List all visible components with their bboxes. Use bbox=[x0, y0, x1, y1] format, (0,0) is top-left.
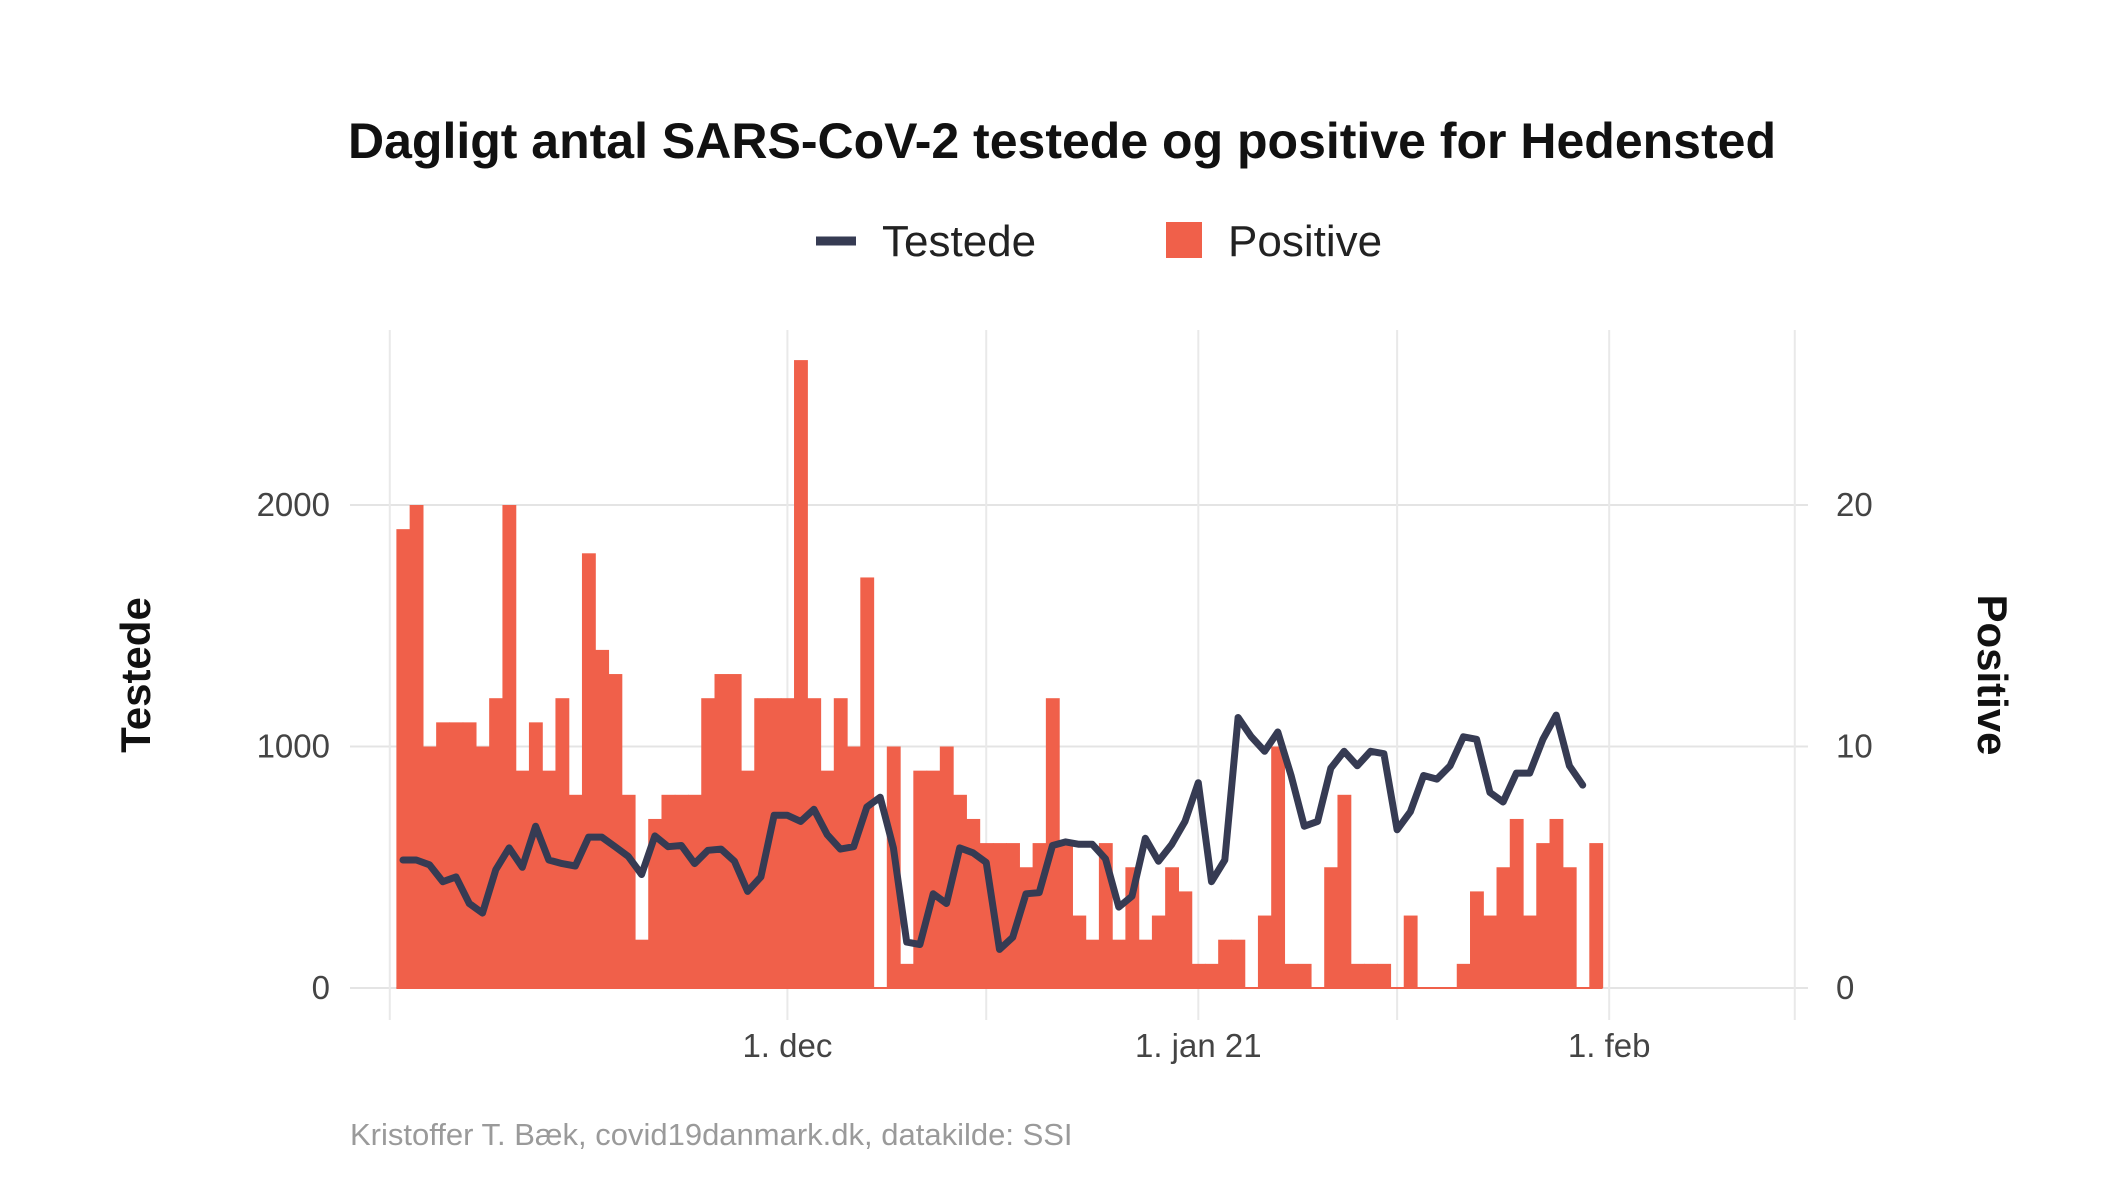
positive-bar bbox=[1151, 915, 1166, 988]
positive-bar bbox=[741, 770, 755, 988]
positive-bar bbox=[1483, 915, 1498, 988]
positive-bar bbox=[489, 698, 504, 988]
positive-bar bbox=[1218, 939, 1233, 988]
positive-bar bbox=[674, 794, 689, 988]
y-left-tick-label: 0 bbox=[312, 969, 330, 1006]
y-right-tick-label: 20 bbox=[1836, 486, 1873, 523]
positive-bar bbox=[714, 674, 729, 988]
positive-bar bbox=[807, 698, 822, 988]
x-tick-label: 1. feb bbox=[1568, 1027, 1651, 1064]
testede-line-layer bbox=[399, 711, 1587, 953]
positive-bar bbox=[595, 649, 610, 988]
positive-bar bbox=[1337, 794, 1352, 988]
y-left-tick-label: 1000 bbox=[257, 728, 330, 765]
positive-bar bbox=[1536, 843, 1551, 988]
legend-testede-label: Testede bbox=[882, 217, 1036, 266]
legend-positive-label: Positive bbox=[1228, 217, 1382, 266]
positive-bar bbox=[1138, 939, 1153, 988]
positive-bar bbox=[1231, 939, 1246, 988]
caption: Kristoffer T. Bæk, covid19danmark.dk, da… bbox=[350, 1117, 1073, 1152]
positive-bar bbox=[1470, 891, 1484, 988]
positive-bar bbox=[1589, 843, 1604, 988]
positive-bar bbox=[860, 577, 875, 988]
positive-bar bbox=[502, 505, 517, 988]
x-tick-label: 1. jan 21 bbox=[1135, 1027, 1262, 1064]
positive-bar bbox=[1271, 746, 1286, 988]
positive-bar bbox=[515, 770, 530, 988]
positive-bar bbox=[475, 746, 490, 988]
positive-bar bbox=[727, 674, 742, 988]
positive-bar bbox=[794, 360, 808, 989]
positive-bar bbox=[1059, 843, 1073, 988]
positive-bar bbox=[953, 794, 967, 988]
y-right-tick-label: 0 bbox=[1836, 969, 1854, 1006]
positive-bar bbox=[1562, 867, 1577, 988]
positive-bar bbox=[1204, 963, 1219, 988]
positive-bar bbox=[542, 770, 557, 988]
positive-bar bbox=[767, 698, 782, 988]
positive-bar bbox=[1019, 867, 1034, 988]
positive-bar bbox=[409, 505, 424, 988]
positive-bar bbox=[1523, 915, 1537, 988]
legend: Testede Positive bbox=[816, 217, 1382, 266]
positive-bar bbox=[555, 698, 570, 988]
positive-bar bbox=[634, 939, 649, 988]
positive-bar bbox=[1377, 963, 1392, 988]
positive-bar bbox=[754, 698, 769, 988]
positive-bar bbox=[661, 794, 676, 988]
positive-bar bbox=[1165, 867, 1180, 988]
positive-bar bbox=[701, 698, 716, 988]
positive-bar bbox=[528, 722, 543, 988]
y-right-tick-label: 10 bbox=[1836, 728, 1873, 765]
positive-bar bbox=[900, 963, 914, 988]
x-tick-label: 1. dec bbox=[742, 1027, 832, 1064]
positive-bar bbox=[1085, 939, 1100, 988]
legend-positive-swatch bbox=[1166, 222, 1202, 258]
positive-bar bbox=[1006, 843, 1020, 988]
y-left-axis-title: Testede bbox=[112, 597, 159, 753]
positive-bar bbox=[1509, 818, 1524, 988]
positive-bar bbox=[1178, 891, 1193, 988]
positive-bar bbox=[1456, 963, 1471, 988]
positive-bar bbox=[939, 746, 954, 988]
chart-title: Dagligt antal SARS-CoV-2 testede og posi… bbox=[348, 113, 1776, 169]
positive-bar bbox=[1324, 867, 1339, 988]
positive-bar bbox=[687, 794, 702, 988]
positive-bar bbox=[581, 553, 596, 988]
positive-bar bbox=[1072, 915, 1087, 988]
positive-bar bbox=[1191, 963, 1206, 988]
positive-bar bbox=[1257, 915, 1272, 988]
positive-bar bbox=[1363, 963, 1378, 988]
positive-bar bbox=[847, 746, 861, 988]
positive-bar bbox=[833, 698, 848, 988]
positive-bar bbox=[449, 722, 464, 988]
positive-bar bbox=[608, 674, 623, 988]
positive-bars bbox=[396, 360, 1604, 989]
testede-line bbox=[399, 711, 1587, 953]
positive-bar bbox=[1350, 963, 1365, 988]
y-right-axis-title: Positive bbox=[1969, 594, 2016, 755]
positive-bar bbox=[780, 698, 795, 988]
positive-bar bbox=[396, 529, 411, 988]
positive-bar bbox=[1496, 867, 1511, 988]
positive-bar bbox=[966, 818, 981, 988]
positive-bar bbox=[1297, 963, 1312, 988]
tick-labels: 0 1000 2000 0 10 20 1. dec 1. jan 21 1. feb bbox=[257, 486, 1873, 1064]
positive-bar bbox=[913, 770, 928, 988]
positive-bar bbox=[992, 843, 1007, 988]
positive-bar bbox=[462, 722, 477, 988]
positive-bar bbox=[1403, 915, 1418, 988]
positive-bar bbox=[621, 794, 636, 988]
y-left-tick-label: 2000 bbox=[257, 486, 330, 523]
positive-bar bbox=[568, 794, 583, 988]
positive-bar bbox=[1112, 939, 1126, 988]
positive-bar bbox=[436, 722, 451, 988]
positive-bar bbox=[1549, 818, 1564, 988]
positive-bar bbox=[648, 818, 663, 988]
positive-bar bbox=[1284, 963, 1299, 988]
positive-bar bbox=[926, 770, 941, 988]
positive-bar bbox=[820, 770, 835, 988]
